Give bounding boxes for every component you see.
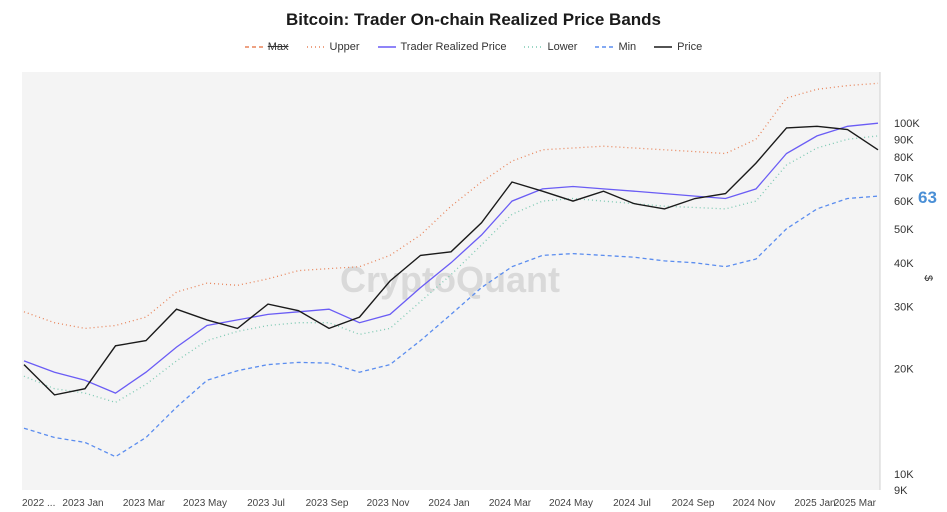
plot-area	[22, 72, 880, 490]
legend-swatch	[306, 46, 325, 48]
legend-item-price[interactable]: Price	[654, 41, 702, 53]
y-tick-label: 90K	[894, 134, 914, 146]
legend-swatch	[244, 46, 263, 48]
x-tick-label: 2024 Mar	[489, 498, 532, 509]
y-tick-label: 40K	[894, 258, 914, 270]
y-tick-label: 10K	[894, 469, 914, 481]
x-tick-label: 2023 Sep	[306, 498, 349, 509]
y-tick-label: 70K	[894, 173, 914, 185]
x-tick-label: 2023 Nov	[367, 498, 410, 509]
legend-label: Max	[267, 41, 289, 53]
legend-label: Lower	[547, 41, 578, 53]
legend-swatch	[654, 46, 673, 48]
badge-number: 63	[918, 188, 937, 207]
legend-item-lower[interactable]: Lower	[524, 41, 577, 53]
y-tick-label: 9K	[894, 485, 908, 497]
x-tick-label: 2024 Nov	[733, 498, 776, 509]
x-tick-label: 2022 ...	[22, 498, 55, 509]
legend-label: Min	[618, 41, 637, 53]
series-line-trader-realized-price	[23, 122, 879, 394]
x-tick-label: 2023 Jan	[62, 498, 103, 509]
legend-item-max[interactable]: Max	[244, 41, 289, 53]
watermark: CryptoQuant	[340, 259, 560, 300]
series-line-lower	[23, 135, 879, 404]
series-layer	[23, 82, 879, 458]
x-axis: 2022 ... 2023 Jan 2023 Mar 2023 May 2023 Jul…	[22, 498, 877, 509]
series-line-min	[23, 195, 879, 458]
y-tick-label: 30K	[894, 302, 914, 314]
legend-swatch	[595, 46, 614, 48]
series-line-price	[23, 125, 879, 396]
x-tick-label: 2024 May	[549, 498, 593, 509]
legend-label: Upper	[329, 41, 360, 53]
y-axis: 100K 90K 80K 70K 60K 50K 40K 30K 20K 10K 9K	[894, 118, 920, 497]
x-tick-label: 2024 Jul	[613, 498, 651, 509]
y-tick-label: 20K	[894, 363, 914, 375]
legend-label: Trader Realized Price	[400, 41, 507, 53]
legend-swatch	[524, 46, 543, 48]
legend-item-trader-realized-price[interactable]: Trader Realized Price	[377, 41, 507, 53]
y-tick-label: 100K	[894, 118, 920, 130]
x-tick-label: 2023 Jul	[247, 498, 285, 509]
x-tick-label: 2024 Sep	[672, 498, 715, 509]
legend-item-min[interactable]: Min	[595, 41, 636, 53]
legend-item-upper[interactable]: Upper	[306, 41, 360, 53]
x-tick-label: 2024 Jan	[428, 498, 469, 509]
chart-title: Bitcoin: Trader On-chain Realized Price …	[285, 10, 662, 29]
x-tick-label: 2023 May	[183, 498, 227, 509]
x-tick-label: 2025 Jan	[794, 498, 835, 509]
legend-swatch	[377, 46, 396, 48]
legend: Max Upper Trader Realized Price Lower Min Pri…	[0, 41, 947, 53]
x-tick-label: 2023 Mar	[123, 498, 166, 509]
y-tick-label: 60K	[894, 196, 914, 208]
x-tick-label: 2025 Mar	[834, 498, 877, 509]
y-tick-label: 80K	[894, 152, 914, 164]
y-tick-label: 50K	[894, 224, 914, 236]
legend-label: Price	[677, 41, 703, 53]
